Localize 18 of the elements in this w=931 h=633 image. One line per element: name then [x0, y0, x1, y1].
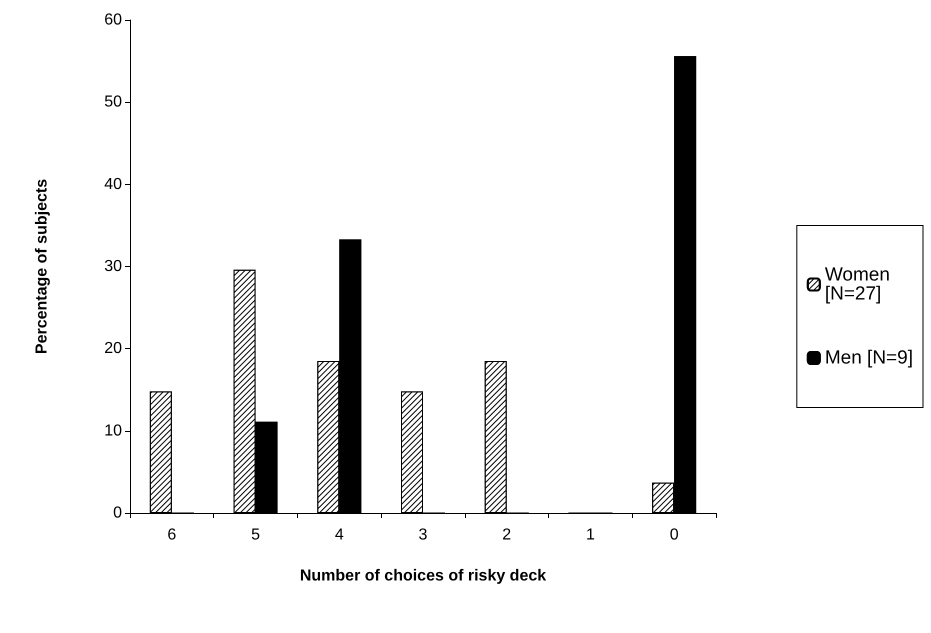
x-tick-label: 6	[167, 526, 176, 544]
x-tick-label: 3	[418, 526, 428, 544]
y-tick-label: 50	[104, 94, 122, 111]
legend-label: Men [N=9]	[824, 348, 914, 368]
x-tick-label: 4	[334, 526, 344, 544]
y-tick-label: 0	[113, 504, 122, 522]
x-tick-label: 1	[586, 526, 595, 544]
y-tick-label: 30	[104, 258, 122, 275]
x-tick-label: 0	[670, 526, 679, 544]
y-tick-label: 20	[104, 340, 122, 358]
legend-label: Women [N=27]	[824, 264, 896, 304]
x-axis-title: Number of choices of risky deck	[300, 568, 546, 584]
y-tick-label: 40	[104, 176, 122, 193]
x-tick-label: 5	[251, 526, 260, 544]
y-axis-title: Percentage of subjects	[34, 178, 50, 354]
y-tick-label: 10	[104, 422, 122, 440]
x-tick-label: 2	[502, 526, 512, 544]
y-tick-label: 60	[104, 12, 122, 28]
